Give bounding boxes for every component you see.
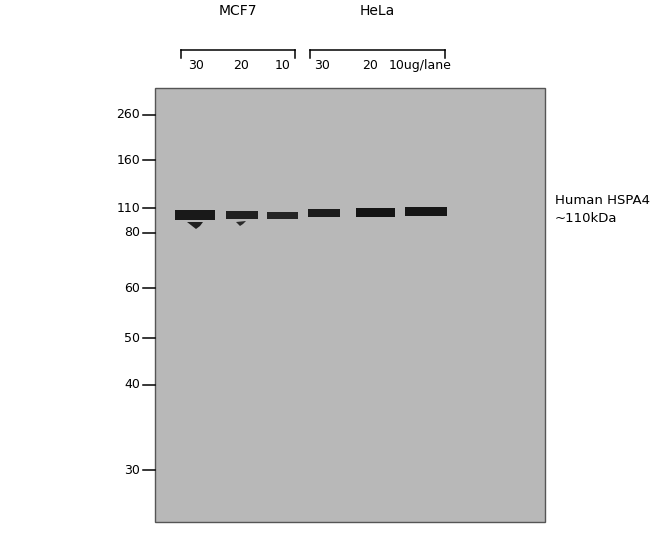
- Text: 30: 30: [314, 59, 330, 72]
- Text: 60: 60: [124, 281, 140, 295]
- Text: 110: 110: [116, 201, 140, 214]
- Polygon shape: [226, 211, 258, 219]
- Text: 50: 50: [124, 331, 140, 345]
- Polygon shape: [405, 206, 447, 215]
- Text: 80: 80: [124, 226, 140, 240]
- Polygon shape: [187, 222, 203, 229]
- Text: 40: 40: [124, 379, 140, 391]
- Text: 160: 160: [116, 154, 140, 166]
- Polygon shape: [236, 221, 246, 226]
- Text: 10ug/lane: 10ug/lane: [389, 59, 452, 72]
- Polygon shape: [308, 209, 340, 217]
- Text: 260: 260: [116, 108, 140, 122]
- Text: 30: 30: [124, 463, 140, 477]
- Text: 20: 20: [362, 59, 378, 72]
- Text: HeLa: HeLa: [360, 4, 395, 18]
- Bar: [155, 88, 545, 522]
- Polygon shape: [267, 211, 298, 219]
- Text: 10: 10: [275, 59, 291, 72]
- Polygon shape: [175, 210, 215, 220]
- Text: 30: 30: [188, 59, 204, 72]
- Text: Human HSPA4
~110kDa: Human HSPA4 ~110kDa: [555, 194, 650, 225]
- Text: MCF7: MCF7: [219, 4, 257, 18]
- Text: 20: 20: [233, 59, 249, 72]
- Polygon shape: [356, 208, 395, 216]
